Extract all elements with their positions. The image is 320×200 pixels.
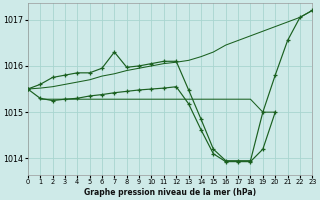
- X-axis label: Graphe pression niveau de la mer (hPa): Graphe pression niveau de la mer (hPa): [84, 188, 256, 197]
